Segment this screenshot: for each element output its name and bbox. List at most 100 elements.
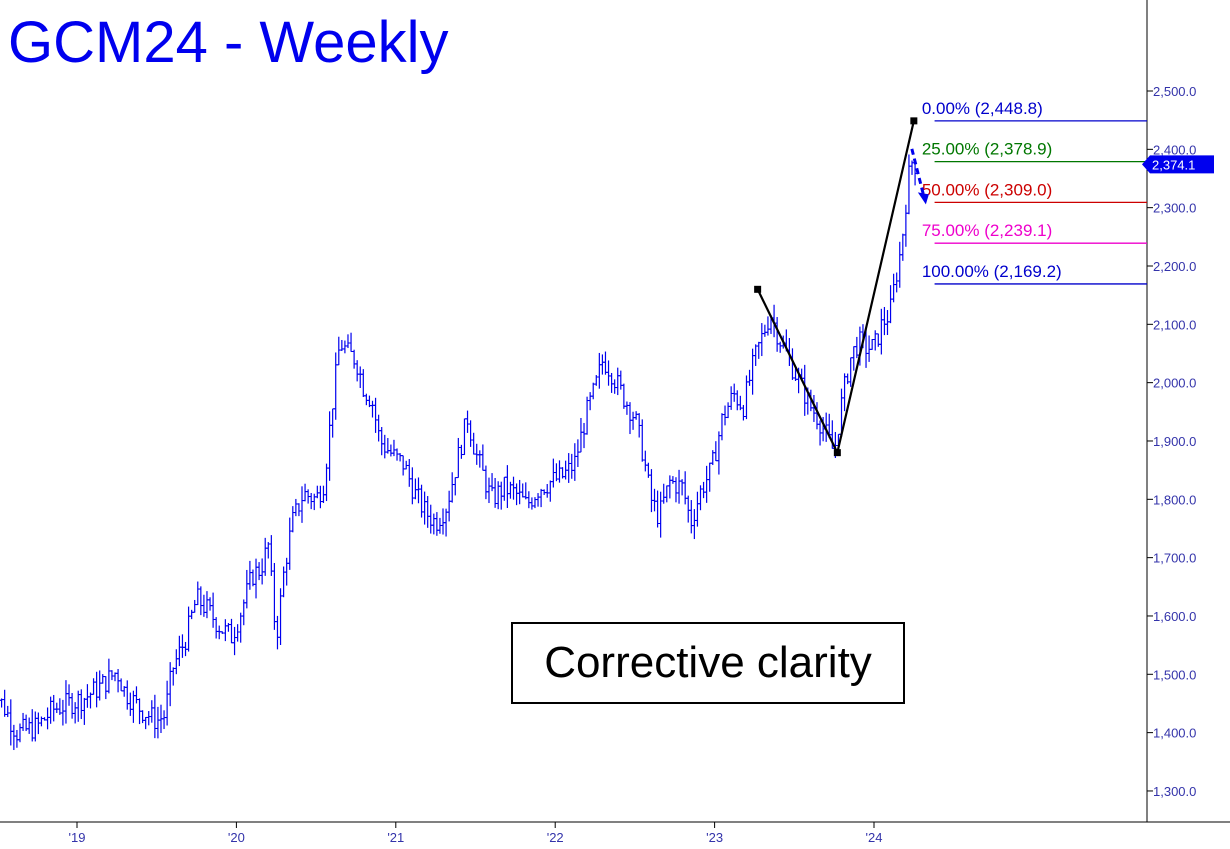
x-tick-label: '22: [547, 830, 564, 845]
price-bar: [241, 599, 247, 626]
price-bar: [602, 351, 608, 375]
price-bar: [103, 676, 109, 700]
price-bar: [348, 332, 354, 352]
price-bar: [688, 500, 694, 534]
price-bar: [287, 517, 293, 570]
price-bar: [777, 341, 783, 353]
price-bar: [186, 606, 192, 652]
annotation-box: Corrective clarity: [511, 622, 905, 704]
price-bar: [498, 481, 504, 510]
price-bar: [547, 480, 553, 502]
price-bar: [170, 667, 176, 686]
price-bar: [118, 678, 124, 692]
price-bar: [581, 422, 587, 449]
price-bar: [465, 410, 471, 433]
price-bar: [302, 483, 308, 502]
abc-pattern: [754, 117, 929, 457]
price-bar: [842, 373, 848, 412]
price-bar: [897, 241, 903, 288]
price-bar: [759, 323, 765, 357]
price-bar: [296, 503, 302, 517]
price-bar: [569, 453, 575, 479]
price-bar: [20, 712, 26, 732]
price-bar: [507, 481, 513, 499]
y-tick-label: 2,400.0: [1153, 142, 1196, 157]
price-bar: [327, 411, 333, 481]
price-bar: [881, 306, 887, 336]
price-bar: [357, 366, 363, 389]
price-bar: [621, 383, 627, 409]
price-bar: [906, 154, 912, 215]
price-bar: [314, 485, 320, 499]
price-bar: [575, 439, 581, 467]
price-bar: [550, 458, 556, 488]
pattern-point: [833, 449, 841, 457]
price-bar: [201, 594, 207, 617]
fib-level-label: 25.00% (2,378.9): [922, 140, 1052, 159]
price-bar: [753, 344, 759, 366]
price-bar: [155, 706, 161, 739]
price-bar: [618, 370, 624, 390]
price-bar: [179, 634, 185, 658]
y-tick-label: 1,500.0: [1153, 667, 1196, 682]
price-bar: [609, 372, 615, 393]
price-bar: [572, 443, 578, 481]
price-bar: [265, 542, 271, 559]
price-bar: [639, 419, 645, 462]
price-bar: [60, 699, 66, 726]
y-tick-label: 2,200.0: [1153, 259, 1196, 274]
price-bar: [164, 680, 170, 726]
price-bar: [652, 488, 658, 512]
price-bar: [661, 483, 667, 504]
price-bar: [228, 618, 234, 644]
price-bars: [0, 154, 918, 751]
price-bar: [38, 716, 44, 727]
price-bar: [734, 390, 740, 411]
price-bar: [213, 617, 219, 639]
price-bar: [633, 411, 639, 420]
price-bar: [14, 729, 20, 748]
price-bar: [87, 692, 93, 709]
price-bar: [538, 488, 544, 508]
price-bar: [584, 396, 590, 435]
price-bar: [685, 495, 691, 523]
price-bar: [207, 597, 213, 611]
price-bar: [100, 674, 106, 684]
price-bar: [324, 463, 330, 502]
price-bar: [667, 475, 673, 499]
price-bar: [477, 450, 483, 468]
price-bar: [278, 588, 284, 645]
price-bar: [210, 592, 216, 628]
price-bar: [596, 352, 602, 389]
price-bar: [8, 699, 14, 746]
price-bar: [627, 402, 633, 435]
price-bar: [406, 459, 412, 487]
price-bar: [486, 477, 492, 504]
pullback-arrow: [910, 148, 926, 197]
price-bar: [624, 401, 630, 415]
price-bar: [888, 285, 894, 324]
price-bar: [370, 400, 376, 418]
price-bar: [400, 455, 406, 476]
y-tick-label: 2,300.0: [1153, 201, 1196, 216]
price-bar: [81, 697, 87, 725]
price-bar: [274, 615, 280, 650]
price-bar: [149, 700, 155, 723]
price-bar: [299, 486, 305, 523]
price-bar: [455, 437, 461, 479]
price-bar: [189, 609, 195, 620]
price-bar: [26, 717, 32, 734]
price-bar: [866, 335, 872, 362]
price-bar: [529, 497, 535, 510]
price-bar: [385, 438, 391, 454]
price-bar: [106, 658, 112, 694]
price-bar: [679, 479, 685, 496]
price-bar: [740, 404, 746, 421]
price-bar: [198, 586, 204, 616]
price-bar: [63, 680, 69, 724]
price-bar: [566, 453, 572, 483]
price-bar: [2, 689, 8, 717]
price-bar: [884, 310, 890, 336]
price-bar: [532, 497, 538, 509]
